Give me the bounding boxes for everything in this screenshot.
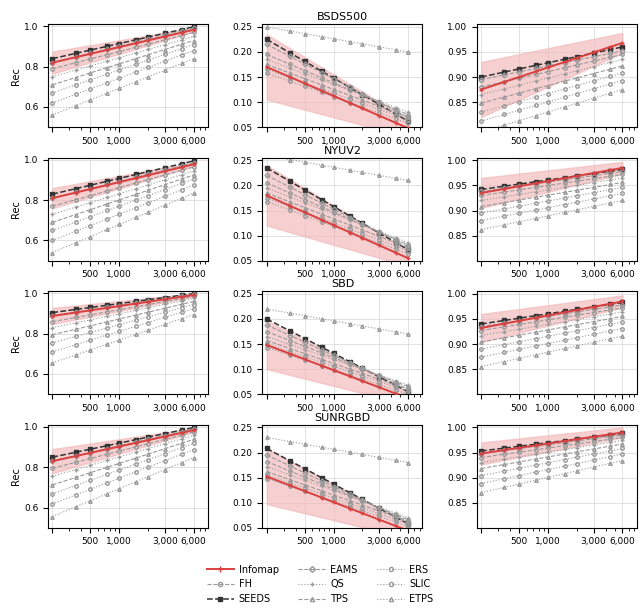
Y-axis label: Rec: Rec [11, 200, 21, 218]
Y-axis label: Rec: Rec [11, 334, 21, 352]
Y-axis label: Rec: Rec [11, 67, 21, 85]
Title: SUNRGBD: SUNRGBD [314, 413, 371, 423]
Legend: Infomap, FH, SEEDS, EAMS, QS, TPS, ERS, SLIC, ETPS: Infomap, FH, SEEDS, EAMS, QS, TPS, ERS, … [203, 561, 437, 608]
Title: SBD: SBD [331, 279, 354, 289]
Title: BSDS500: BSDS500 [317, 12, 368, 22]
Y-axis label: Rec: Rec [11, 467, 21, 485]
Title: NYUV2: NYUV2 [323, 146, 362, 156]
